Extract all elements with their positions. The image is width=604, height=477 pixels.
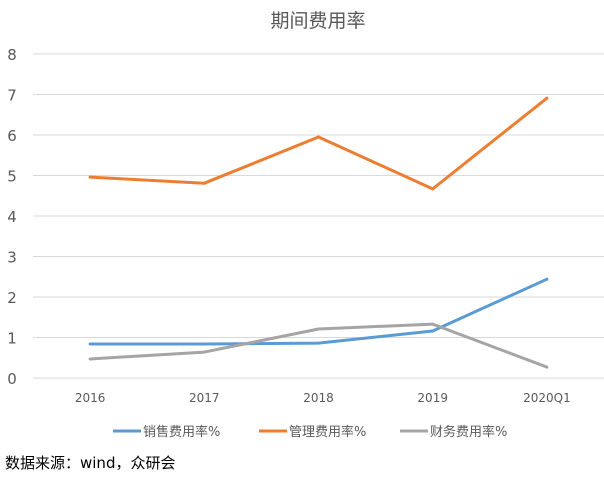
data-point [202,342,206,346]
x-tick-label: 2018 [303,391,334,405]
legend-label: 销售费用率% [143,424,220,440]
y-tick-label: 2 [7,289,17,307]
data-point [88,342,92,346]
series-line-0 [90,277,548,346]
data-point [317,327,320,331]
data-point [202,350,206,354]
x-tick-label: 2017 [189,391,220,405]
y-tick-label: 0 [7,370,17,388]
series-line-2 [90,322,548,369]
y-tick-label: 6 [7,127,17,145]
data-point [545,96,549,100]
x-tick-label: 2016 [75,391,106,405]
y-tick-label: 3 [7,249,17,267]
data-point [202,181,206,185]
line-chart: 期间费用率 0 1 2 3 4 5 6 7 8 2016 2017 2018 2019 2020Q1 销售费… [7,10,604,440]
data-point [431,329,435,333]
data-source-note: 数据来源：wind，众研会 [5,454,176,472]
chart-title: 期间费用率 [270,10,365,32]
y-tick-label: 1 [7,330,17,348]
y-tick-label: 4 [7,208,17,226]
y-tick-label: 7 [7,87,17,105]
data-point [431,322,435,326]
data-point [545,365,549,369]
data-point [431,187,435,191]
data-point [317,135,320,139]
x-tick-label: 2019 [417,391,448,405]
legend-label: 管理费用率% [289,424,366,440]
data-point [317,341,320,345]
y-tick-label: 8 [7,46,17,64]
data-point [88,357,92,361]
x-tick-label: 2020Q1 [523,391,571,405]
y-tick-label: 5 [7,168,17,186]
legend-label: 财务费用率% [430,424,507,440]
data-point [545,277,549,281]
data-point [88,175,92,179]
